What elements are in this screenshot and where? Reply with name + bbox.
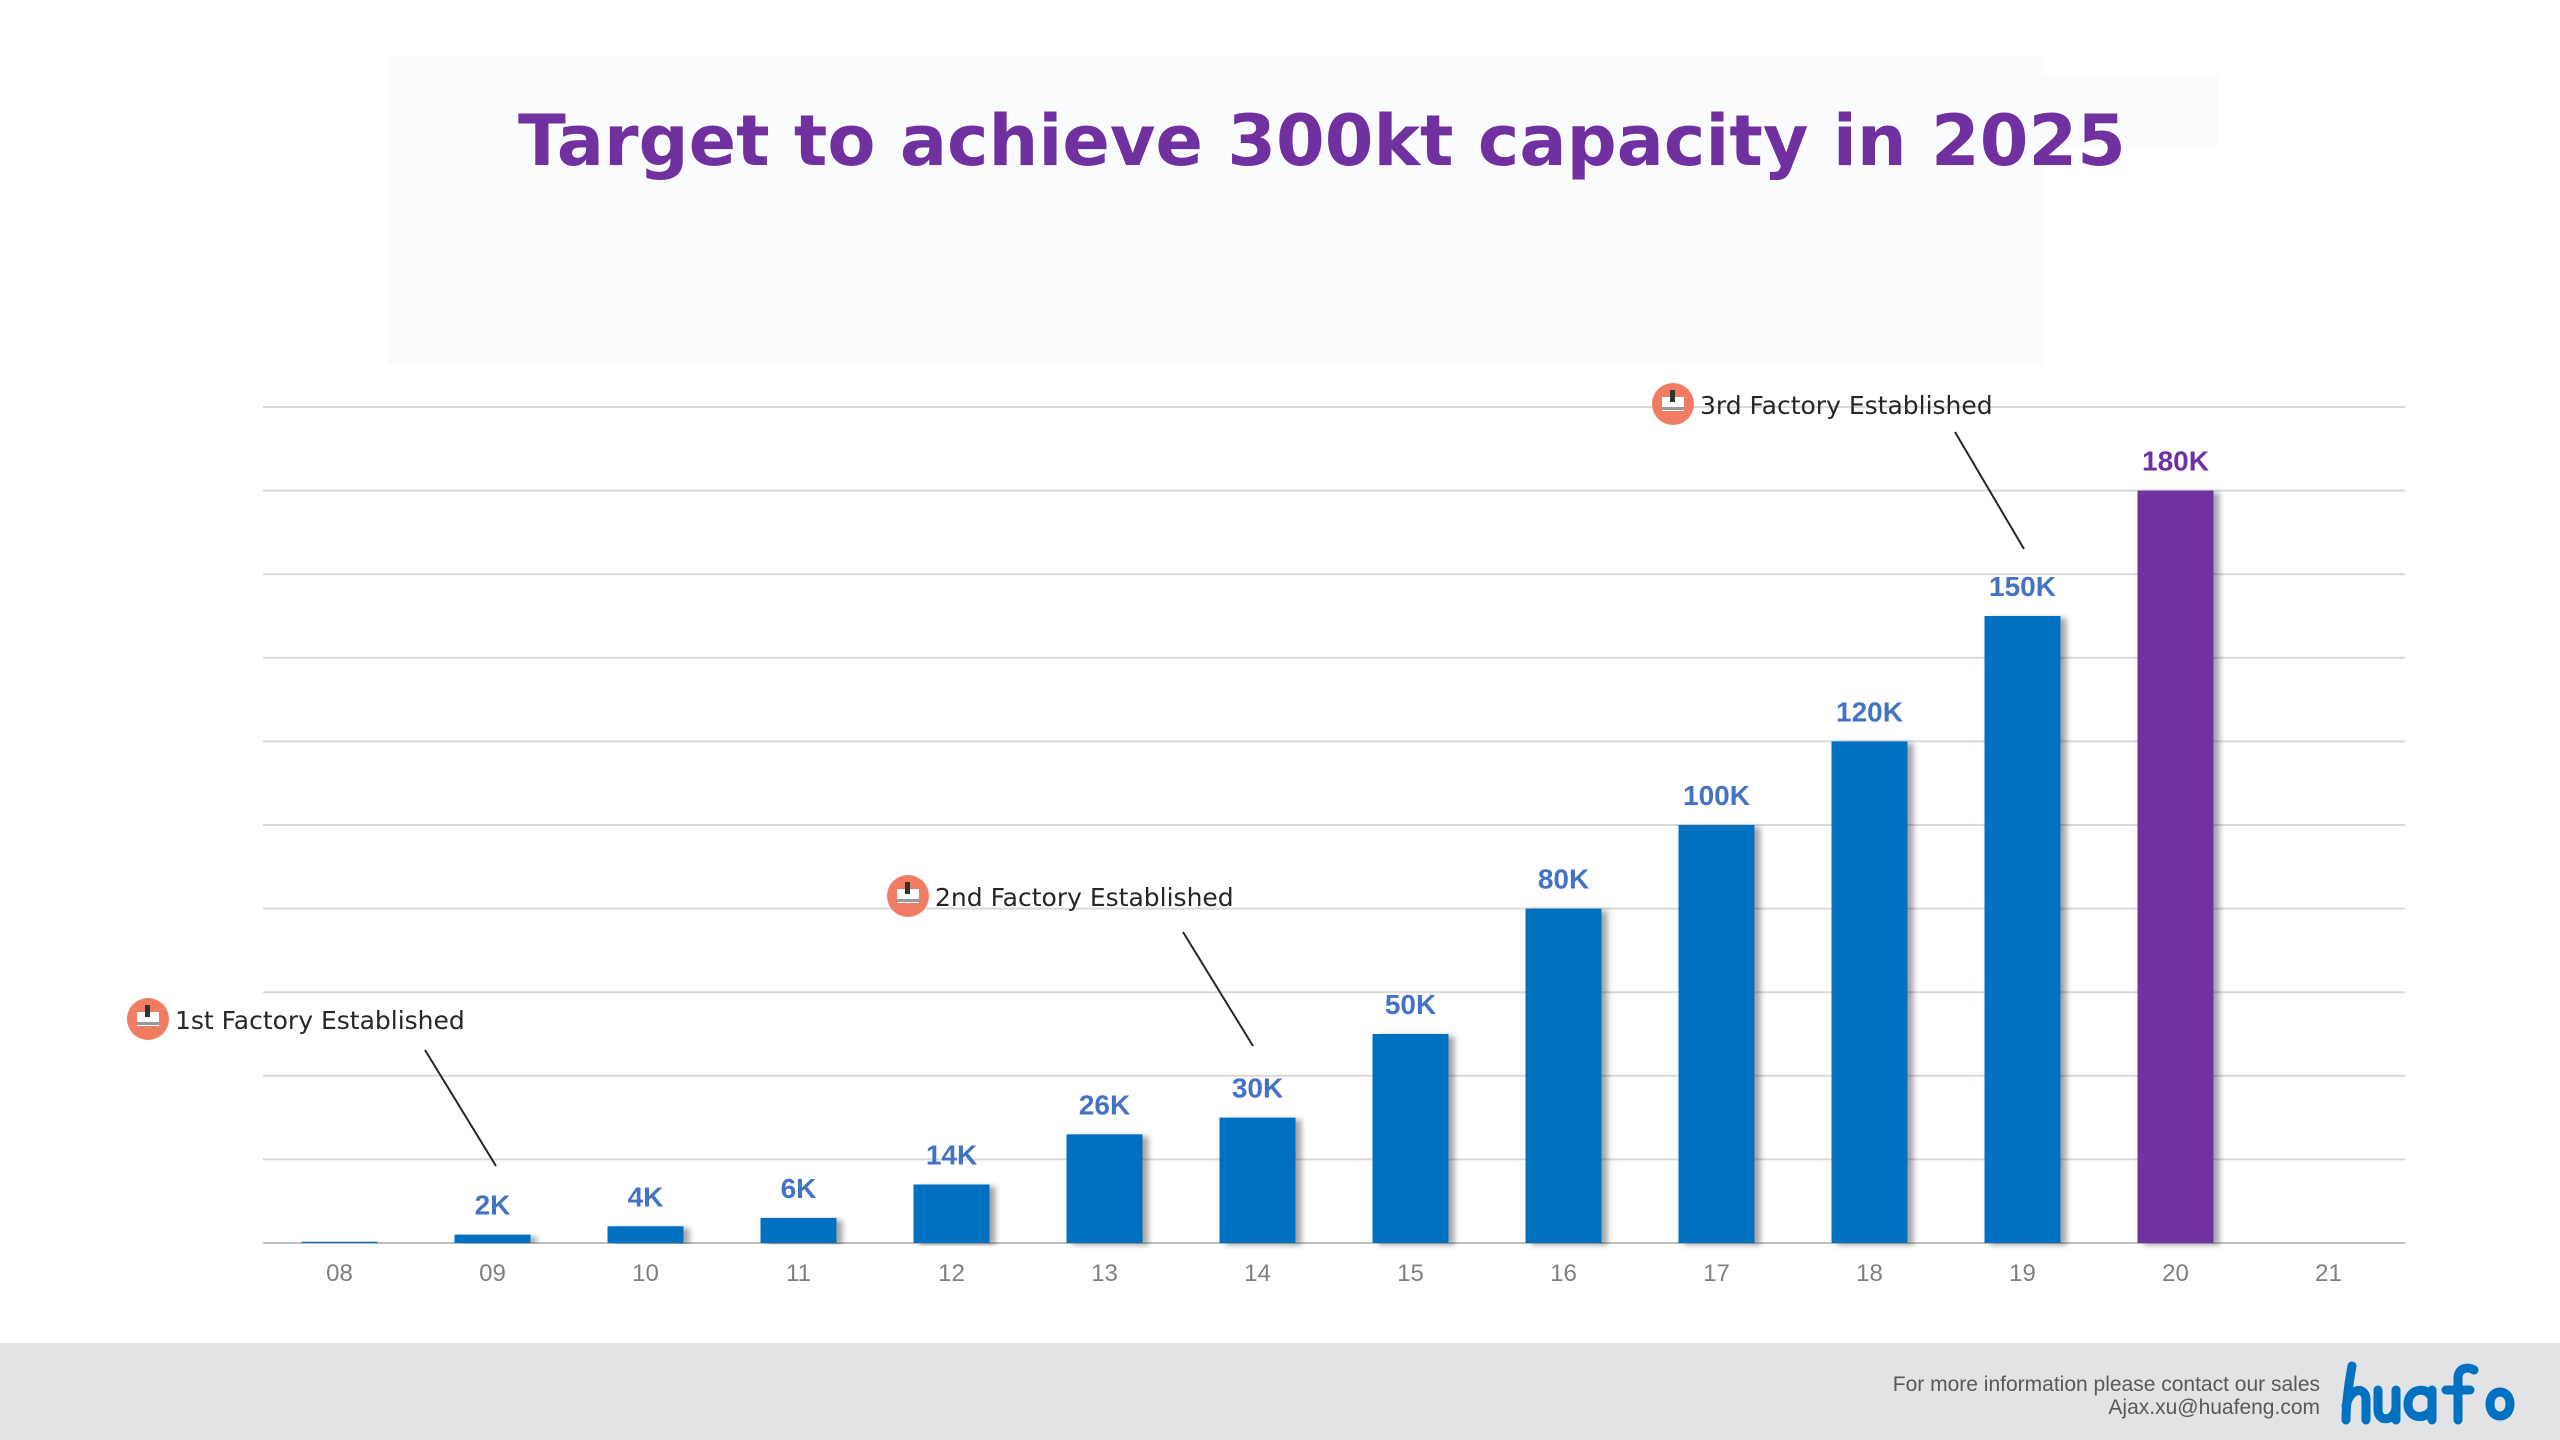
bar-17 xyxy=(1678,825,1755,1243)
bar-18 xyxy=(1831,741,1908,1243)
bar-19 xyxy=(1984,616,2061,1243)
data-label-09: 2K xyxy=(475,1190,511,1221)
capacity-bar-chart: 2K 4K 6K 14K 26K 30K 50K 80K 100K 120K 150K 180K 08… xyxy=(127,383,2405,1287)
bar-13 xyxy=(1066,1134,1143,1243)
data-label-10: 4K xyxy=(628,1181,664,1212)
contact-email: Ajax.xu@huafeng.com xyxy=(2108,1396,2320,1419)
x-tick-label: 15 xyxy=(1397,1260,1424,1287)
data-label-16: 80K xyxy=(1538,864,1589,895)
x-tick-label: 13 xyxy=(1091,1260,1118,1287)
x-tick-label: 10 xyxy=(632,1260,659,1287)
contact-line: For more information please contact our … xyxy=(1892,1373,2320,1396)
x-tick-label: 16 xyxy=(1550,1260,1577,1287)
bar-14 xyxy=(1219,1117,1296,1243)
bar-16 xyxy=(1525,908,1602,1243)
annotation-2: 2nd Factory Established xyxy=(887,875,1254,1047)
x-tick-label: 18 xyxy=(1856,1260,1883,1287)
annotation-text: 3rd Factory Established xyxy=(1700,391,1993,420)
bar-08 xyxy=(301,1241,378,1243)
bar-20 xyxy=(2137,490,2214,1244)
annotation-3: 3rd Factory Established xyxy=(1652,383,2025,550)
annotation-leader-line xyxy=(424,1049,497,1167)
x-tick-label: 11 xyxy=(786,1260,811,1287)
data-label-12: 14K xyxy=(926,1139,977,1170)
footer-bar xyxy=(0,1343,2560,1440)
bar-12 xyxy=(913,1184,990,1243)
x-tick-label: 12 xyxy=(938,1260,965,1287)
annotation-text: 2nd Factory Established xyxy=(935,883,1234,912)
data-label-15: 50K xyxy=(1385,989,1436,1020)
bar-11 xyxy=(760,1217,837,1243)
x-tick-label: 19 xyxy=(2009,1260,2036,1287)
factory-icon xyxy=(887,875,929,917)
data-label-19: 150K xyxy=(1989,571,2056,602)
x-tick-label: 21 xyxy=(2315,1260,2342,1287)
bar-10 xyxy=(607,1226,684,1243)
data-label-20: 180K xyxy=(2142,446,2209,477)
bar-09 xyxy=(454,1234,531,1243)
contact-info: For more information please contact our … xyxy=(1893,1373,2320,1419)
annotation-1: 1st Factory Established xyxy=(127,998,497,1167)
data-label-14: 30K xyxy=(1232,1073,1283,1104)
x-tick-label: 20 xyxy=(2162,1260,2189,1287)
bar-15 xyxy=(1372,1034,1449,1243)
annotation-leader-line xyxy=(1182,931,1254,1047)
data-label-17: 100K xyxy=(1683,780,1750,811)
annotation-leader-line xyxy=(1954,431,2025,550)
data-label-11: 6K xyxy=(781,1173,817,1204)
x-tick-label: 14 xyxy=(1244,1260,1271,1287)
huafon-logo xyxy=(2341,1361,2515,1425)
title-panel-extension xyxy=(2040,75,2218,147)
x-tick-label: 09 xyxy=(479,1260,506,1287)
factory-icon xyxy=(127,998,169,1040)
x-tick-label: 08 xyxy=(326,1260,353,1287)
data-label-13: 26K xyxy=(1079,1089,1130,1120)
chart-title: Target to achieve 300kt capacity in 2025 xyxy=(518,100,2126,182)
factory-icon xyxy=(1652,383,1694,425)
annotation-text: 1st Factory Established xyxy=(175,1006,465,1035)
x-tick-label: 17 xyxy=(1703,1260,1730,1287)
title-panel xyxy=(388,55,2043,365)
data-label-18: 120K xyxy=(1836,696,1903,727)
